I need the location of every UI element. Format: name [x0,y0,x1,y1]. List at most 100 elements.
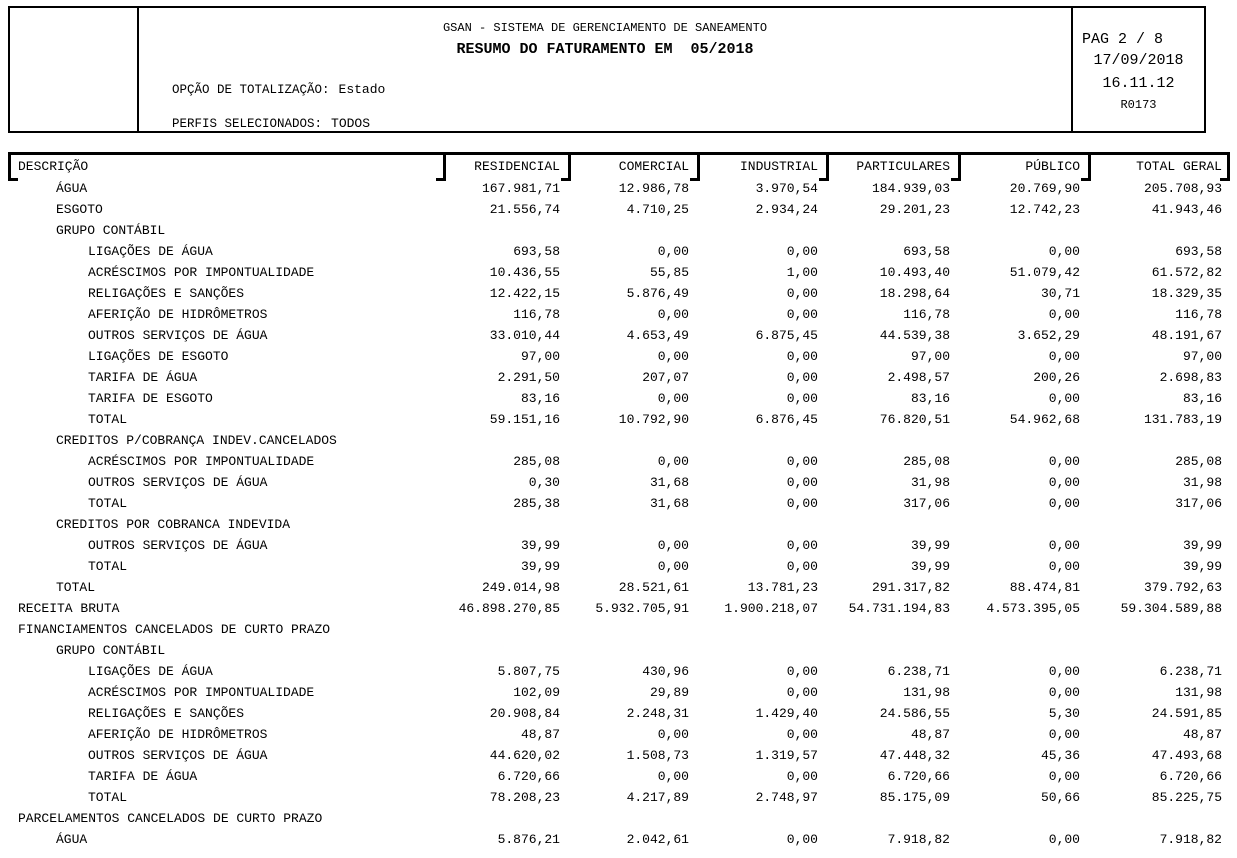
row-value: 4.217,89 [626,790,689,805]
table-row: TOTAL 249.014,98 28.521,61 13.781,23 291.317… [8,577,1230,598]
row-value: 1.429,40 [755,706,818,721]
row-value: 0,00 [786,685,818,700]
row-value: 2.498,57 [887,370,950,385]
profiles-label: PERFIS SELECIONADOS: [172,117,323,131]
row-value: 0,00 [786,538,818,553]
row-value: 0,00 [657,349,689,364]
row-description: AFERIÇÃO DE HIDRÔMETROS [88,727,268,742]
row-description: TARIFA DE ESGOTO [88,391,213,406]
row-value: 0,00 [657,559,689,574]
row-value: 2.042,61 [626,832,689,847]
table-row: TOTAL 78.208,23 4.217,89 2.748,97 85.175,09 5… [8,787,1230,808]
row-value: 1.508,73 [626,748,689,763]
row-value: 116,78 [1175,307,1222,322]
row-value: 4.573.395,05 [986,601,1080,616]
table-row: RECEITA BRUTA 46.898.270,85 5.932.705,91 1.… [8,598,1230,619]
column-bracket-tick [8,152,18,181]
row-value: 20.908,84 [489,706,560,721]
row-value: 76.820,51 [879,412,950,427]
table-row: LIGAÇÕES DE ÁGUA 693,58 0,00 0,00 693,58 0,00… [8,241,1230,262]
row-value: 317,06 [1175,496,1222,511]
row-value: 6.720,66 [1159,769,1222,784]
row-value: 116,78 [903,307,950,322]
column-header: TOTAL GERAL [1136,159,1222,174]
row-value: 2.748,97 [755,790,818,805]
table-row: AFERIÇÃO DE HIDRÔMETROS 48,87 0,00 0,00 48,8… [8,724,1230,745]
row-value [1088,808,1230,829]
row-description: TOTAL [88,790,128,805]
system-title: GSAN - SISTEMA DE GERENCIAMENTO DE SANEA… [442,21,768,35]
row-value: 2.934,24 [755,202,818,217]
row-value: 48,87 [520,727,560,742]
row-value [568,619,697,640]
table-row: PARCELAMENTOS CANCELADOS DE CURTO PRAZO [8,808,1230,829]
row-description: LIGAÇÕES DE ÁGUA [88,244,213,259]
row-description: TOTAL [88,412,128,427]
row-value: 20.769,90 [1009,181,1080,196]
row-description: GRUPO CONTÁBIL [56,223,166,238]
row-value: 29.201,23 [879,202,950,217]
row-value [1088,619,1230,640]
row-value: 285,38 [513,496,560,511]
row-description: ACRÉSCIMOS POR IMPONTUALIDADE [88,685,315,700]
row-value: 46.898.270,85 [458,601,560,616]
row-value: 430,96 [642,664,689,679]
row-value: 10.493,40 [879,265,950,280]
row-value: 39,99 [910,559,950,574]
row-value: 48,87 [910,727,950,742]
row-value: 1,00 [786,265,818,280]
row-value: 44.539,38 [879,328,950,343]
row-description: TARIFA DE ÁGUA [88,370,198,385]
row-value: 18.329,35 [1151,286,1222,301]
row-value [958,640,1088,661]
row-description: PARCELAMENTOS CANCELADOS DE CURTO PRAZO [18,811,323,826]
row-value: 0,00 [786,664,818,679]
row-value: 21.556,74 [489,202,560,217]
column-bracket-tick [690,152,700,181]
row-value [568,640,697,661]
row-value [958,808,1088,829]
row-description: TOTAL [88,496,128,511]
page-number: PAG 2 / 8 [1082,31,1164,48]
row-value: 6.720,66 [887,769,950,784]
row-value: 51.079,42 [1009,265,1080,280]
row-description: ÁGUA [56,832,88,847]
table-row: CREDITOS P/COBRANÇA INDEV.CANCELADOS [8,430,1230,451]
logo-area [10,8,139,131]
table-row: TARIFA DE ESGOTO 83,16 0,00 0,00 83,16 0,00 83… [8,388,1230,409]
row-value: 31,68 [649,496,689,511]
row-value: 0,00 [786,475,818,490]
table-top-border [8,152,1230,155]
row-value [443,640,568,661]
row-value: 33.010,44 [489,328,560,343]
row-value: 3.652,29 [1017,328,1080,343]
row-value: 1.900.218,07 [724,601,818,616]
row-value: 693,58 [1175,244,1222,259]
row-value [443,220,568,241]
row-value: 0,00 [786,286,818,301]
row-value: 31,68 [649,475,689,490]
row-value: 167.981,71 [481,181,560,196]
table-row: CREDITOS POR COBRANCA INDEVIDA [8,514,1230,535]
row-value: 88.474,81 [1009,580,1080,595]
column-header: PÚBLICO [1025,159,1080,174]
row-value: 55,85 [649,265,689,280]
row-value: 0,00 [657,769,689,784]
billing-summary-table: DESCRIÇÃO RESIDENCIAL COMERCIAL INDUSTRIAL P… [8,152,1230,850]
row-value: 0,00 [1048,475,1080,490]
row-value: 5.876,49 [626,286,689,301]
table-row: LIGAÇÕES DE ÁGUA 5.807,75 430,96 0,00 6.238,… [8,661,1230,682]
row-description: TOTAL [88,559,128,574]
row-value: 54.731.194,83 [848,601,950,616]
row-description: ACRÉSCIMOS POR IMPONTUALIDADE [88,265,315,280]
row-value: 0,00 [657,307,689,322]
column-bracket-tick [436,152,446,181]
column-header: INDUSTRIAL [739,159,818,174]
row-value [443,808,568,829]
row-value: 0,00 [1048,832,1080,847]
row-value [443,514,568,535]
row-description: FINANCIAMENTOS CANCELADOS DE CURTO PRAZO [18,622,331,637]
report-header: GSAN - SISTEMA DE GERENCIAMENTO DE SANEA… [8,6,1206,133]
row-value: 0,00 [786,727,818,742]
row-value: 0,00 [1048,496,1080,511]
